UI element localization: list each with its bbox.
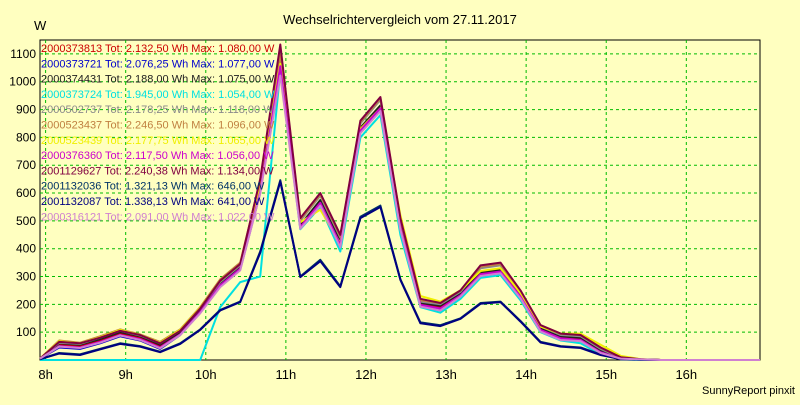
y-tick-label: 400 [16,242,36,256]
y-tick-label: 900 [16,103,36,117]
legend-entry-2000373721: 2000373721 Tot: 2.076,25 Wh Max: 1.077,0… [41,58,275,70]
y-axis-unit-label: W [34,18,47,33]
legend-entry-2001132087: 2001132087 Tot: 1.338,13 Wh Max: 641,00 … [41,196,265,208]
legend-entry-2001129627: 2001129627 Tot: 2.240,38 Wh Max: 1.134,0… [41,165,274,177]
y-tick-label: 1000 [9,75,36,89]
x-tick-label: 12h [355,367,377,382]
legend-entry-2000316121: 2000316121 Tot: 2.091,00 Wh Max: 1.022,0… [41,211,275,223]
series-lines [39,43,760,361]
chart-title: Wechselrichtervergleich vom 27.11.2017 [283,12,517,27]
x-tick-label: 15h [595,367,617,382]
y-tick-label: 800 [16,130,36,144]
legend-entry-2000374431: 2000374431 Tot: 2.188,00 Wh Max: 1.075,0… [41,74,275,86]
x-tick-label: 8h [38,367,52,382]
x-tick-label: 14h [515,367,537,382]
plot-area [39,39,761,361]
y-tick-label: 700 [16,158,36,172]
x-tick-label: 13h [435,367,457,382]
y-tick-label: 1100 [10,47,36,61]
legend-entry-2000523437: 2000523437 Tot: 2.246,50 Wh Max: 1.096,0… [41,120,275,132]
legend-entry-2000523439: 2000523439 Tot: 2.177,75 Wh Max: 1.065,0… [41,135,275,147]
legend-entry-2001132036: 2001132036 Tot: 1.321,13 Wh Max: 646,00 … [41,181,265,193]
legend-entry-2000373813: 2000373813 Tot: 2.132,50 Wh Max: 1.080,0… [41,43,275,55]
y-tick-label: 600 [16,186,36,200]
y-tick-label: 200 [16,297,36,311]
x-tick-label: 10h [195,367,217,382]
legend-entry-2000502737: 2000502737 Tot: 2.178,25 Wh Max: 1.118,0… [41,104,274,116]
x-tick-label: 9h [118,367,132,382]
legend: 2000373813 Tot: 2.132,50 Wh Max: 1.080,0… [41,43,275,223]
y-tick-label: 500 [16,214,36,228]
footer-credit: SunnyReport pinxit [702,385,795,397]
y-tick-label: 300 [16,270,36,284]
legend-entry-2000373724: 2000373724 Tot: 1.945,00 Wh Max: 1.054,0… [41,89,275,101]
series-line-2000316121 [39,74,760,361]
y-tick-label: 100 [16,325,36,339]
y-tick-labels: 100 200 300 400 500 600 700 800 900 1000 1100 [9,47,36,339]
x-tick-label: 16h [675,367,697,382]
x-tick-labels: 8h 9h 10h 11h 12h 13h 14h 15h 16h [38,367,697,382]
x-tick-label: 11h [276,367,297,382]
plot-frame [39,39,761,361]
legend-entry-2000376360: 2000376360 Tot: 2.117,50 Wh Max: 1.056,0… [41,150,274,162]
